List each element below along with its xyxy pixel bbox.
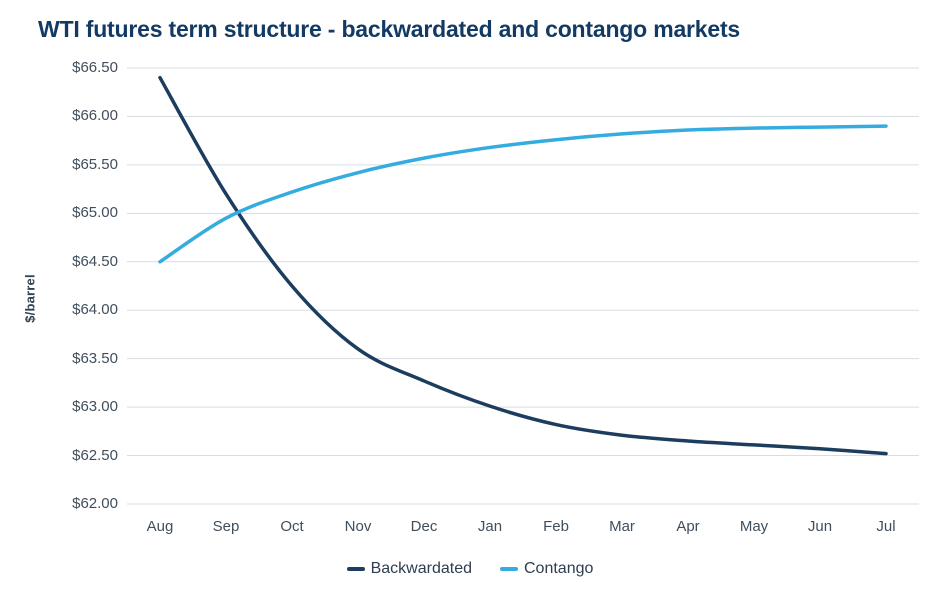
x-tick-label: Jul	[876, 518, 896, 535]
x-axis-tick-labels: Aug Sep Oct Nov Dec Jan Feb Mar Apr May …	[127, 518, 919, 536]
x-tick-label: Jan	[477, 518, 503, 535]
series-line-backwardated	[158, 75, 888, 456]
x-tick-label: Mar	[609, 518, 635, 535]
legend-swatch-contango	[500, 567, 518, 571]
legend: Backwardated Contango	[0, 560, 940, 578]
y-tick-label: $66.00	[72, 107, 118, 125]
x-tick-label: May	[739, 518, 769, 535]
y-tick-label: $64.00	[72, 301, 118, 319]
y-tick-label: $66.50	[72, 59, 118, 76]
chart-title: WTI futures term structure - backwardate…	[38, 16, 741, 42]
legend-item-contango: Contango	[500, 560, 593, 578]
y-tick-label: $63.00	[72, 398, 118, 416]
x-tick-label: Jun	[807, 518, 833, 535]
x-tick-label: Oct	[280, 518, 304, 535]
legend-item-backwardated: Backwardated	[346, 560, 472, 578]
y-axis-tick-labels: $66.50 $66.00 $65.50 $65.00 $64.50 $64.0…	[40, 59, 118, 513]
series-line-contango	[158, 124, 888, 264]
x-tick-label: Aug	[146, 518, 174, 535]
legend-label-backwardated: Backwardated	[370, 560, 472, 577]
y-tick-label: $64.50	[72, 252, 118, 270]
y-tick-label: $65.00	[72, 204, 118, 222]
y-tick-label: $65.50	[72, 155, 118, 173]
y-tick-label: $62.00	[72, 494, 118, 512]
x-tick-label: Nov	[344, 518, 372, 535]
y-tick-label: $62.50	[72, 446, 118, 464]
legend-swatch-backwardated	[346, 567, 365, 571]
x-tick-label: Sep	[212, 518, 240, 535]
y-tick-label: $63.50	[72, 349, 118, 367]
legend-label-contango: Contango	[524, 560, 594, 577]
x-tick-label: Dec	[410, 518, 438, 535]
x-tick-label: Feb	[543, 518, 569, 535]
x-tick-label: Apr	[676, 518, 700, 535]
